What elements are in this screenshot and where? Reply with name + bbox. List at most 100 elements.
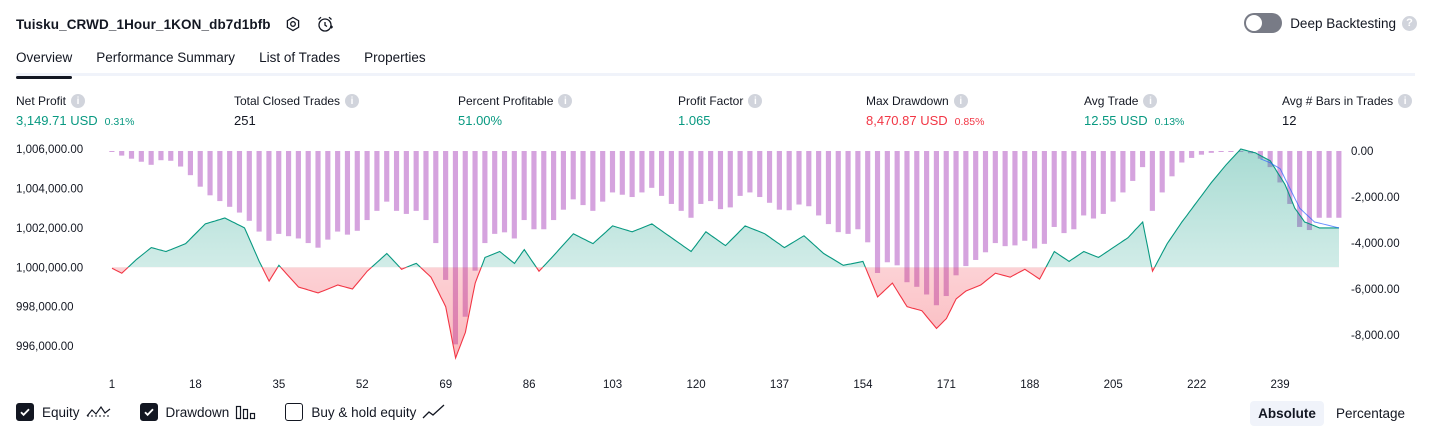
drawdown-bar [521,151,527,221]
info-icon[interactable]: i [71,94,86,108]
equity-checkbox[interactable] [16,403,34,421]
tab-overview[interactable]: Overview [16,44,73,79]
drawdown-checkbox[interactable] [139,403,158,421]
legend-equity[interactable]: Equity [16,403,112,421]
metric-label: Avg # Bars in Trades [1282,94,1394,108]
metric-net-profit: Net Profit i 3,149.71 USD 0.31% [16,93,134,128]
drawdown-bar [953,151,959,276]
right-axis-tick: -2,000.00 [1351,192,1400,204]
drawdown-bar [609,151,616,193]
drawdown-bar [1267,151,1273,168]
drawdown-bar [874,151,881,274]
drawdown-bar [982,151,989,253]
drawdown-bar [1218,151,1224,152]
legend-drawdown[interactable]: Drawdown [139,403,258,421]
drawdown-bar [1071,151,1077,230]
buy-hold-checkbox[interactable] [285,403,304,421]
metric-value: 251 [234,113,256,128]
drawdown-bar [727,151,733,208]
drawdown-bar [963,151,969,267]
equity-drawdown-chart[interactable]: 1,006,000.00 1,004,000.00 1,002,000.00 1,00… [0,138,1431,396]
drawdown-bar [845,151,851,234]
left-axis-tick: 998,000.00 [16,302,74,314]
x-axis-tick: 171 [937,379,956,391]
drawdown-bar [796,151,802,205]
info-icon[interactable]: i [1143,94,1158,108]
legend-label: Drawdown [165,404,230,420]
drawdown-bar [501,151,508,233]
drawdown-bar [629,151,635,198]
percentage-button[interactable]: Percentage [1335,406,1405,421]
drawdown-bar [482,151,488,244]
x-axis: 1 18 35 52 69 86 103 120 137 154 171 188 205 222 239 [109,379,1290,391]
drawdown-bars-icon [235,404,257,420]
metric-percent: 0.85% [954,116,985,128]
info-icon[interactable]: i [1398,94,1413,108]
equity-area-positive [112,149,1339,268]
drawdown-bar [433,151,439,244]
drawdown-bar [855,151,861,230]
tab-performance-summary[interactable]: Performance Summary [96,50,236,65]
metric-label: Profit Factor [678,94,744,108]
strategy-name: Tuisku_CRWD_1Hour_1KON_db7d1bfb [16,16,271,32]
drawdown-bar [168,151,174,161]
metric-avg-bars-in-trades: Avg # Bars in Trades i 12 [1282,93,1413,128]
drawdown-bar [178,151,184,167]
drawdown-bar [1120,151,1126,193]
drawdown-bar [1306,151,1313,231]
drawdown-bar [541,151,547,230]
left-axis-tick: 1,002,000.00 [16,223,83,235]
drawdown-bar [462,151,468,317]
metric-percent: 0.31% [104,116,135,128]
drawdown-bar [1081,151,1087,216]
deep-backtesting-toggle[interactable] [1244,13,1283,33]
equity-line-negative [111,267,1156,361]
tab-list-of-trades[interactable]: List of Trades [259,50,341,65]
drawdown-bar [1090,151,1097,219]
legend-buy-hold-equity[interactable]: Buy & hold equity [285,403,446,421]
settings-icon[interactable] [283,14,303,34]
drawdown-bar [884,151,890,263]
x-axis-tick: 103 [603,379,622,391]
equity-line-positive [127,148,1339,268]
drawdown-bar [285,151,292,237]
drawdown-bar [649,151,655,188]
tab-properties[interactable]: Properties [364,50,426,65]
drawdown-bar [658,151,665,196]
drawdown-bar [708,151,714,202]
metric-value: 1.065 [678,113,711,128]
drawdown-bar [865,151,871,243]
metric-max-drawdown: Max Drawdown i 8,470.87 USD 0.85% [866,93,984,128]
equity-lines [111,148,1340,361]
drawdown-bar [933,151,939,306]
info-icon[interactable]: i [345,94,360,108]
drawdown-bar [1041,151,1047,244]
metric-value: 12 [1282,113,1297,128]
x-axis-tick: 239 [1271,379,1290,391]
metric-label: Total Closed Trades [234,94,341,108]
right-axis-tick: -4,000.00 [1351,238,1400,250]
drawdown-bar [344,151,351,235]
drawdown-bar [1287,151,1293,204]
metric-label: Avg Trade [1084,94,1139,108]
drawdown-bar [335,151,341,232]
info-icon[interactable]: i [953,94,968,108]
drawdown-bar [207,151,213,196]
info-icon[interactable]: i [748,94,763,108]
drawdown-bar [619,151,625,195]
drawdown-bar [698,151,704,204]
drawdown-bar [423,151,429,221]
info-icon[interactable]: i [558,94,573,108]
absolute-button[interactable]: Absolute [1250,401,1324,426]
drawdown-bar [1012,151,1018,246]
metrics-row: Net Profit i 3,149.71 USD 0.31% Total Clos… [16,93,1416,133]
drawdown-bar [472,151,478,271]
drawdown-bar [305,151,311,244]
alarm-clock-icon[interactable] [315,14,335,34]
drawdown-bar [246,151,252,221]
drawdown-bar [1130,151,1136,181]
drawdown-bar [315,151,321,248]
help-icon[interactable]: ? [1402,15,1417,31]
drawdown-bar [295,151,301,239]
drawdown-bar [816,151,822,216]
